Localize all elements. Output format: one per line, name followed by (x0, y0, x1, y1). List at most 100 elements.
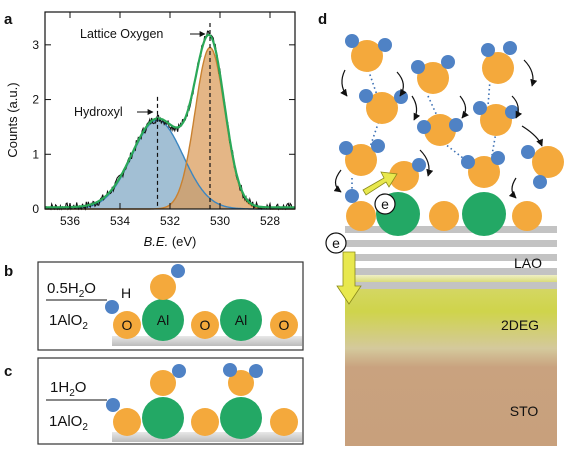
fraction-bottom: 1AlO2 (49, 312, 88, 332)
water-oxygen-atom (389, 161, 419, 191)
hydrogen-atom (339, 141, 353, 155)
hydrogen-atom (473, 101, 487, 115)
rotation-arrow (396, 71, 407, 97)
hydrogen-atom (461, 155, 475, 169)
surface-base (112, 336, 302, 346)
rotation-arrows (333, 59, 543, 199)
atom-label-o: O (122, 317, 133, 333)
sto-label: STO (510, 403, 539, 419)
panel-label-c: c (4, 363, 12, 380)
panel-label-d: d (318, 11, 327, 28)
atom-label-al: Al (235, 312, 247, 328)
hydrogen-atom (412, 158, 426, 172)
rotation-arrow (511, 95, 523, 119)
rotation-arrow (523, 59, 538, 87)
lao-stripe (345, 240, 557, 247)
electron-transfer-arrows: e e (325, 171, 398, 305)
hydrogen-atom (359, 89, 373, 103)
surface-base (112, 432, 302, 442)
hydrogen-atom (481, 43, 495, 57)
water-molecules (339, 34, 564, 203)
oxygen-atom (270, 311, 298, 339)
rotation-arrow (459, 95, 469, 119)
hydrogen-atom (505, 105, 519, 119)
y-axis-label: Counts (a.u.) (5, 82, 20, 157)
panel-d: d LAO 2DEG STO (318, 11, 564, 446)
hydrogen-atom (171, 264, 185, 278)
lao-stripe (345, 268, 557, 275)
hydrogen-atom (223, 363, 237, 377)
hydrogen-atom (345, 34, 359, 48)
water-oxygen-atom (345, 144, 377, 176)
x-tick-label: 530 (210, 214, 230, 228)
hydrogen-atom (345, 189, 359, 203)
aluminum-atom (220, 397, 262, 439)
electron-arrow-down (336, 251, 362, 305)
x-axis-label: B.E. (eV) (144, 234, 197, 249)
hydrogen-atom (172, 364, 186, 378)
aluminum-atom (142, 397, 184, 439)
hydrogen-bond (487, 79, 491, 107)
oxygen-atom (346, 201, 376, 231)
water-oxygen-atom (424, 114, 456, 146)
aluminum-atom (462, 192, 506, 236)
water-oxygen-atom (532, 146, 564, 178)
peak-fill-hydroxyl (45, 120, 295, 209)
x-tick-label: 536 (60, 214, 80, 228)
aluminum-atom (220, 299, 262, 341)
electron-badge (374, 193, 396, 215)
atom-label-al: Al (157, 312, 169, 328)
panel-label-a: a (4, 11, 13, 28)
atom-label-o: O (200, 317, 211, 333)
axis-ticks: 536 534 532 530 528 0 1 2 3 (32, 12, 295, 228)
hydrogen-atom (411, 60, 425, 74)
hydrogen-atom (249, 364, 263, 378)
hydrogen-atom (371, 139, 385, 153)
water-oxygen-atom (482, 52, 514, 84)
water-oxygen-atom (228, 370, 254, 396)
peak-fill-lattice-oxygen (45, 47, 295, 209)
lao-stripe (345, 226, 557, 233)
y-tick-label: 1 (32, 147, 39, 161)
electron-arrow-small (362, 171, 398, 196)
oxygen-atom (113, 408, 141, 436)
electron-label: e (381, 196, 389, 212)
fraction-top: 1H2O (50, 379, 86, 399)
heterostructure-stack (345, 214, 557, 446)
rotation-arrow (340, 69, 348, 97)
envelope-fit-line (45, 33, 295, 209)
water-oxygen-atom (150, 370, 176, 396)
rotation-arrow (521, 125, 543, 147)
oxygen-atom (191, 311, 219, 339)
lao-label: LAO (514, 255, 542, 271)
panel-label-b: b (4, 263, 13, 280)
oxygen-atom (113, 311, 141, 339)
hydrogen-atom (417, 120, 431, 134)
fraction-bottom: 1AlO2 (49, 413, 88, 433)
twodeg-label: 2DEG (501, 317, 539, 333)
y-tick-label: 3 (32, 38, 39, 52)
rotation-arrow (508, 177, 517, 199)
oxygen-atom (191, 408, 219, 436)
rotation-arrow (333, 169, 342, 193)
water-oxygen-atom (417, 62, 449, 94)
hydrogen-atom (521, 145, 535, 159)
x-tick-label: 534 (110, 214, 130, 228)
y-tick-label: 0 (32, 202, 39, 216)
hydrogen-atom (503, 41, 517, 55)
water-oxygen-atom (351, 40, 383, 72)
water-oxygen-atom (366, 92, 398, 124)
hydrogen-atom (491, 151, 505, 165)
oxygen-atom (429, 201, 459, 231)
panel-c: c 1H2O 1AlO2 (4, 357, 304, 445)
hydrogen-atom (441, 55, 455, 69)
water-oxygen-atom (468, 156, 500, 188)
hydrogen-atom (394, 90, 408, 104)
hydrogen-atom (378, 38, 392, 52)
hydrogen-atom (105, 300, 119, 314)
rotation-arrow (419, 149, 434, 177)
hydrogen-bond (491, 131, 497, 156)
electron-badge (325, 232, 347, 254)
electron-label: e (332, 235, 340, 251)
